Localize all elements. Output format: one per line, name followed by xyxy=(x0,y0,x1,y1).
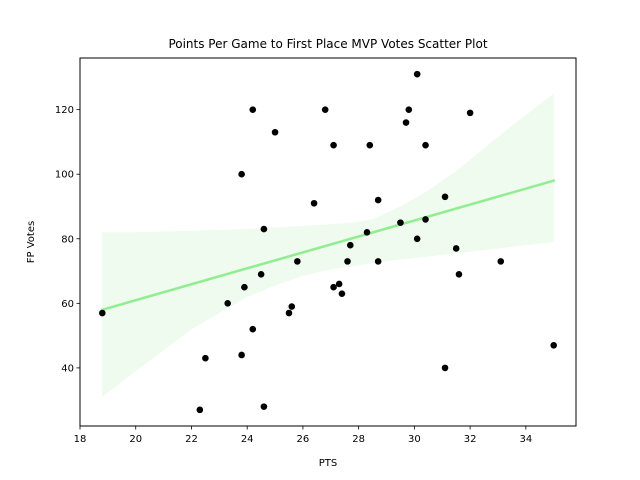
data-point xyxy=(374,258,382,265)
data-point xyxy=(422,216,429,223)
x-axis-label: PTS xyxy=(319,458,338,469)
data-point xyxy=(260,225,268,233)
data-point xyxy=(402,119,410,126)
data-point xyxy=(363,229,371,236)
data-point xyxy=(224,300,231,307)
data-point xyxy=(346,241,354,249)
data-point xyxy=(344,258,351,265)
data-point xyxy=(238,170,245,178)
x-axis-ticks: 18 20 22 24 26 28 30 32 34 xyxy=(74,426,532,445)
regression-line-layer xyxy=(100,179,556,312)
data-point xyxy=(294,258,301,265)
data-point xyxy=(441,193,449,201)
data-point xyxy=(249,325,257,333)
plot-frame xyxy=(79,57,577,427)
data-point xyxy=(330,141,337,149)
data-point xyxy=(452,245,460,252)
data-point xyxy=(257,270,265,278)
data-point xyxy=(288,303,296,310)
data-point xyxy=(271,128,279,136)
data-point xyxy=(338,290,346,297)
data-point xyxy=(249,106,257,113)
data-point xyxy=(98,309,106,317)
data-point xyxy=(422,141,429,149)
data-point xyxy=(285,309,293,317)
data-point xyxy=(413,235,421,243)
data-point xyxy=(310,199,318,207)
y-axis-ticks: 40 60 80 100 120 xyxy=(55,105,80,374)
data-point xyxy=(335,280,343,288)
regression-line xyxy=(100,179,556,312)
x-tick-label: 18 xyxy=(74,434,87,445)
y-tick-label: 120 xyxy=(55,105,74,116)
data-point xyxy=(405,106,413,113)
data-point xyxy=(397,219,404,226)
x-tick-label: 20 xyxy=(129,434,142,445)
data-point xyxy=(466,109,474,117)
y-axis-label: FP Votes xyxy=(26,221,37,263)
data-point xyxy=(241,283,248,291)
data-point xyxy=(441,364,449,372)
data-point xyxy=(196,406,204,414)
data-point xyxy=(202,354,209,362)
y-tick-label: 80 xyxy=(61,234,74,245)
x-tick-label: 30 xyxy=(408,434,421,445)
data-points-layer xyxy=(98,70,558,414)
y-tick-label: 60 xyxy=(61,299,74,310)
x-tick-label: 26 xyxy=(297,434,310,445)
x-tick-label: 32 xyxy=(464,434,477,445)
data-point xyxy=(550,341,558,349)
data-point xyxy=(374,196,382,204)
x-tick-label: 34 xyxy=(519,434,532,445)
data-point xyxy=(238,351,245,359)
chart-title: Points Per Game to First Place MVP Votes… xyxy=(168,37,487,51)
x-tick-label: 22 xyxy=(185,434,198,445)
y-tick-label: 40 xyxy=(61,363,74,374)
data-point xyxy=(366,141,374,149)
data-point xyxy=(330,283,337,291)
data-point xyxy=(497,258,505,265)
data-point xyxy=(413,70,421,78)
data-point xyxy=(321,106,329,113)
x-tick-label: 24 xyxy=(241,434,254,445)
data-point xyxy=(455,270,463,278)
x-tick-label: 28 xyxy=(352,434,365,445)
y-tick-label: 100 xyxy=(55,170,74,181)
data-point xyxy=(260,403,268,410)
